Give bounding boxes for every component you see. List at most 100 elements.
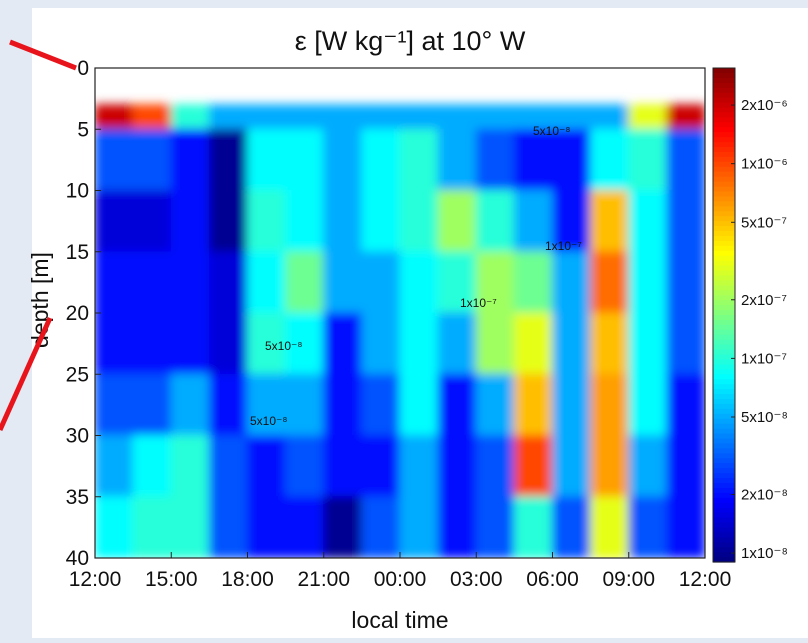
y-tick-label: 20 <box>66 302 89 325</box>
colorbar-segment <box>713 413 735 420</box>
heat-cell <box>361 104 401 130</box>
colorbar-segment <box>713 547 735 553</box>
y-tick-label: 30 <box>66 425 89 448</box>
colorbar-segment <box>713 245 735 252</box>
x-tick-label: 09:00 <box>602 568 655 591</box>
colorbar-segment <box>713 226 735 232</box>
heat-cell <box>95 496 134 558</box>
colorbar-segment <box>713 374 735 380</box>
colorbar-segment <box>713 255 735 262</box>
colorbar-segment <box>713 171 735 178</box>
heat-cell <box>628 190 668 253</box>
colorbar-segment <box>713 502 735 509</box>
heat-cell <box>323 190 363 253</box>
colorbar-segment <box>713 532 735 538</box>
heat-cell <box>437 312 477 375</box>
heat-cell <box>628 251 668 314</box>
heat-cell <box>513 496 553 558</box>
heat-cell <box>552 104 592 130</box>
heat-cell <box>666 312 705 375</box>
x-tick-label: 03:00 <box>450 568 503 591</box>
x-tick-label: 15:00 <box>145 568 198 591</box>
heat-cell <box>208 128 248 191</box>
heat-cell <box>475 435 515 498</box>
colorbar-segment <box>713 112 735 118</box>
heat-cell <box>552 312 592 375</box>
heatmap <box>95 104 705 558</box>
colorbar-segment <box>713 403 735 410</box>
heat-cell <box>666 251 705 314</box>
heat-cell <box>552 435 592 498</box>
colorbar-segment <box>713 137 735 143</box>
heat-cell <box>590 373 630 436</box>
heat-cell <box>95 104 134 130</box>
colorbar-segment <box>713 542 735 548</box>
x-tick-label: 06:00 <box>526 568 579 591</box>
pointer-line <box>9 39 77 71</box>
heat-cell <box>208 251 248 314</box>
colorbar-tick-label: 1x10⁻⁷ <box>741 350 787 367</box>
heat-cell <box>513 435 553 498</box>
heat-cell <box>361 251 401 314</box>
heat-cell <box>552 251 592 314</box>
heat-cell <box>95 128 134 191</box>
heat-cell <box>628 128 668 191</box>
colorbar-segment <box>713 132 735 138</box>
heat-cell <box>513 373 553 436</box>
heat-cell <box>132 190 172 253</box>
colorbar-segment <box>713 186 735 193</box>
colorbar-segment <box>713 537 735 543</box>
heat-cell <box>361 496 401 558</box>
colorbar-segment <box>713 206 735 212</box>
colorbar-segment <box>713 92 735 99</box>
heat-cell <box>361 435 401 498</box>
colorbar-segment <box>713 166 735 173</box>
heat-cell <box>285 128 325 191</box>
heat-cell <box>437 104 477 130</box>
heat-cell <box>95 435 134 498</box>
colorbar-segment <box>713 107 735 114</box>
heat-cell <box>361 190 401 253</box>
colorbar-segment <box>713 408 735 415</box>
colorbar-segment <box>713 453 735 459</box>
colorbar-segment <box>713 423 735 430</box>
colorbar-segment <box>713 448 735 454</box>
heat-cell <box>437 128 477 191</box>
colorbar-segment <box>713 324 735 331</box>
contour-label: 5x10⁻⁸ <box>265 339 302 353</box>
heat-cell <box>285 435 325 498</box>
heat-cell <box>590 128 630 191</box>
colorbar-segment <box>713 122 735 128</box>
colorbar-segment <box>713 497 735 504</box>
contour-label: 1x10⁻⁷ <box>460 296 497 310</box>
colorbar-segment <box>713 463 735 469</box>
colorbar-segment <box>713 97 735 104</box>
heat-cell <box>552 190 592 253</box>
heat-cell <box>247 496 287 558</box>
y-tick-label: 40 <box>66 547 89 570</box>
colorbar-segment <box>713 127 735 133</box>
colorbar-segment <box>713 334 735 341</box>
colorbar-segment <box>713 364 735 370</box>
heat-cell <box>666 104 705 130</box>
heat-cell <box>513 312 553 375</box>
colorbar-segment <box>713 265 735 272</box>
heat-cell <box>247 435 287 498</box>
colorbar-segment <box>713 260 735 267</box>
y-tick-label: 15 <box>66 241 89 264</box>
contour-label: 1x10⁻⁷ <box>545 239 582 253</box>
heat-cell <box>323 312 363 375</box>
heat-cell <box>285 190 325 253</box>
heat-cell <box>132 312 172 375</box>
colorbar-segment <box>713 280 735 286</box>
colorbar-tick-label: 5x10⁻⁷ <box>741 214 787 231</box>
heat-cell <box>437 190 477 253</box>
colorbar-segment <box>713 176 735 183</box>
colorbar-segment <box>713 552 735 558</box>
heat-cell <box>247 373 287 436</box>
colorbar-segment <box>713 468 735 474</box>
colorbar-segment <box>713 384 735 390</box>
heat-cell <box>285 251 325 314</box>
heat-cell <box>95 190 134 253</box>
